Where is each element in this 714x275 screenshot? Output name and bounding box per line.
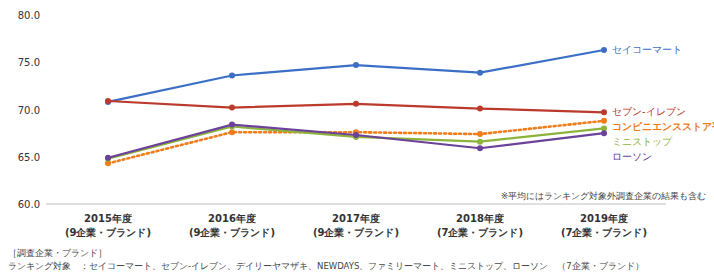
tick-mark <box>43 204 46 205</box>
series-marker <box>601 109 607 115</box>
series-marker <box>601 130 607 136</box>
series-line <box>108 101 604 112</box>
x-tick-label-line: (9企業・ブランド) <box>313 227 399 238</box>
x-tick-label: 2018年度 (7企業・ブランド) <box>437 213 523 238</box>
y-tick-label: 80.0 <box>18 10 40 21</box>
series-line <box>108 121 604 164</box>
tick-mark <box>43 156 46 157</box>
x-tick-label-line: 2015年度 <box>84 213 132 224</box>
series-marker <box>477 131 483 137</box>
series-line <box>108 50 604 102</box>
series-marker <box>353 101 359 107</box>
x-tick-label-line: 2016年度 <box>208 213 256 224</box>
series-marker <box>353 132 359 138</box>
series-marker <box>105 98 111 104</box>
x-axis-line <box>46 204 666 205</box>
x-tick-label: 2016年度 (9企業・ブランド) <box>189 213 275 238</box>
legend-label: ミニストップ <box>612 136 673 147</box>
x-tick-label-line: (7企業・ブランド) <box>437 227 523 238</box>
annotation: ［調査企業・ブランド］ <box>8 248 107 258</box>
series-line <box>108 125 604 158</box>
series-marker <box>477 70 483 76</box>
annotation: ランキング対象 ：セイコーマート、セブン-イレブン、デイリーヤマザキ、NEWDA… <box>8 261 644 271</box>
legend-label: セイコーマート <box>612 44 682 55</box>
x-tick-label: 2019年度 (7企業・ブランド) <box>561 213 647 238</box>
y-tick-label: 65.0 <box>18 152 40 163</box>
x-tick-label-line: (7企業・ブランド) <box>561 227 647 238</box>
legend-label: コンビニエンスストア平均 <box>612 121 714 132</box>
series-marker <box>477 106 483 112</box>
series-marker <box>353 62 359 68</box>
tick-mark <box>43 62 46 63</box>
y-tick-label: 75.0 <box>18 57 40 68</box>
x-tick-label-line: 2018年度 <box>456 213 504 224</box>
x-tick-label-line: 2017年度 <box>332 213 380 224</box>
x-tick-label-line: (9企業・ブランド) <box>65 227 151 238</box>
series-marker <box>601 118 607 124</box>
tick-mark <box>43 109 46 110</box>
annotation: ※平均にはランキング対象外調査企業の結果も含む <box>501 191 706 201</box>
series-marker <box>229 105 235 111</box>
series-marker <box>229 72 235 78</box>
legend-label: ローソン <box>612 151 652 162</box>
series-marker <box>105 155 111 161</box>
series-marker <box>105 156 111 162</box>
x-tick-label-line: 2019年度 <box>580 213 628 224</box>
plot-area <box>105 47 607 166</box>
series-marker <box>601 47 607 53</box>
series-marker <box>229 122 235 128</box>
y-tick-label: 60.0 <box>18 199 40 210</box>
x-tick-label-line: (9企業・ブランド) <box>189 227 275 238</box>
tick-mark <box>43 15 46 16</box>
x-tick-label: 2017年度 (9企業・ブランド) <box>313 213 399 238</box>
y-tick-label: 70.0 <box>18 105 40 116</box>
series-marker <box>477 139 483 145</box>
legend-label: セブン-イレブン <box>612 106 686 117</box>
series-marker <box>105 99 111 105</box>
x-tick-label: 2015年度 (9企業・ブランド) <box>65 213 151 238</box>
series-marker <box>477 145 483 151</box>
series-marker <box>229 129 235 135</box>
chart: 60.065.070.075.080.02015年度(9企業・ブランド)2016… <box>0 0 714 275</box>
